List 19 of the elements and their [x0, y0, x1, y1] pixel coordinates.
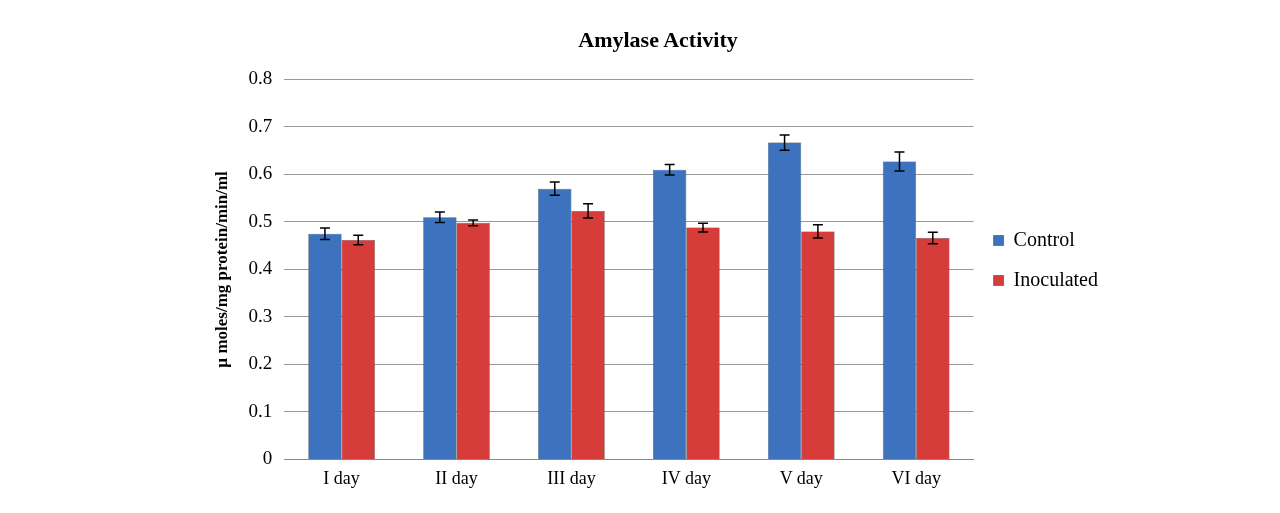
x-tick-label: IV day: [661, 467, 711, 488]
y-tick-label: 0.5: [248, 209, 273, 231]
y-tick-label: 0.1: [248, 399, 273, 421]
y-tick-label: 0.6: [248, 162, 273, 184]
x-tick-label: VI day: [891, 467, 941, 488]
y-tick-label: 0.3: [248, 304, 273, 326]
y-tick-label: 0: [262, 447, 273, 469]
y-axis-title: µ moles/mg protein/min/ml: [211, 170, 231, 368]
x-tick-label: V day: [779, 467, 823, 488]
legend-label: Control: [1013, 227, 1076, 250]
x-tick-label: I day: [323, 467, 360, 488]
x-tick-label: III day: [547, 467, 596, 488]
chart-title: Amylase Activity: [578, 26, 738, 52]
y-tick-label: 0.4: [248, 257, 273, 279]
y-tick-label: 0.2: [248, 352, 273, 374]
x-tick-label: II day: [435, 467, 478, 488]
y-tick-label: 0.7: [248, 114, 273, 136]
legend-label: Inoculated: [1013, 267, 1098, 290]
y-tick-label: 0.8: [248, 67, 273, 89]
